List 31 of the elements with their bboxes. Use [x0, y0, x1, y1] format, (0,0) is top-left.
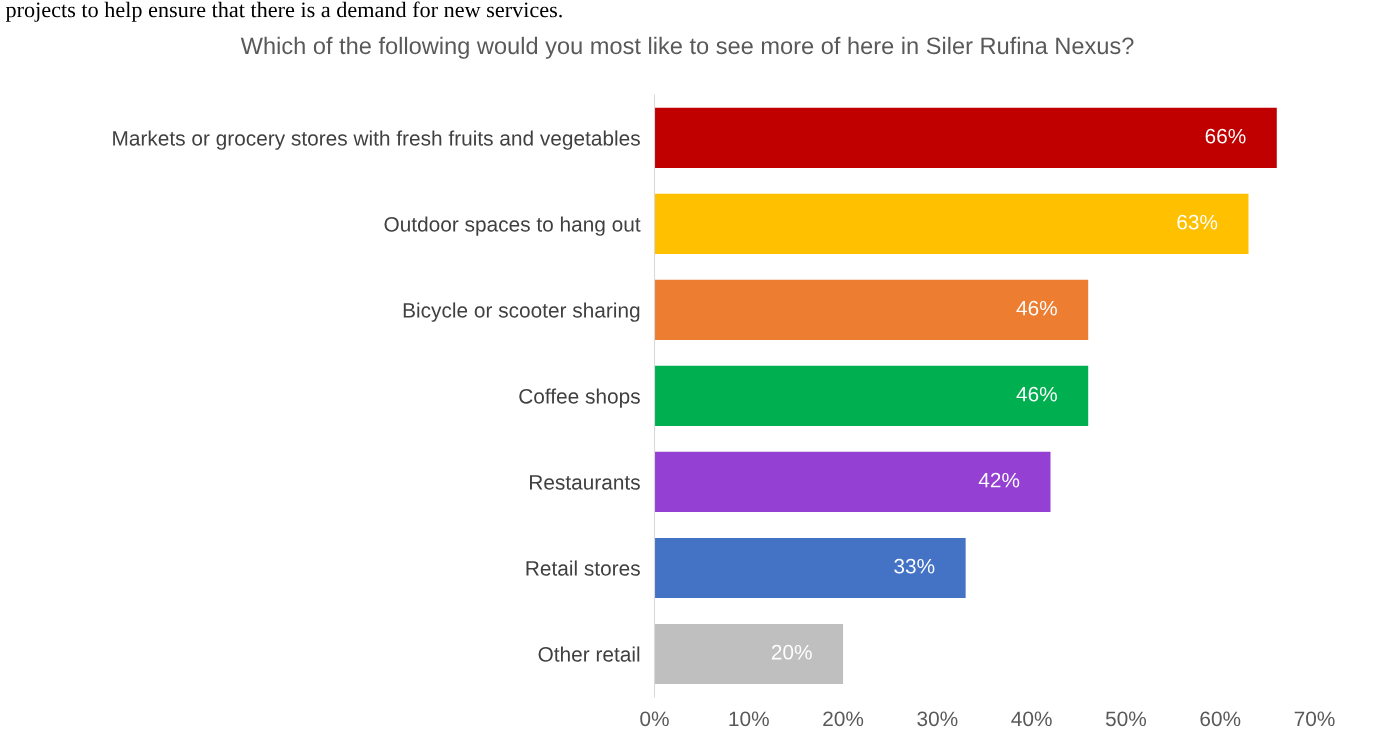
data-label: 20% — [771, 644, 812, 660]
bar — [654, 451, 1051, 513]
x-tick-label: 30% — [917, 711, 958, 727]
x-tick-label: 0% — [640, 711, 669, 727]
y-tick-label: Coffee shops — [519, 388, 640, 408]
y-tick-label: Outdoor spaces to hang out — [384, 216, 641, 236]
bar — [654, 623, 844, 685]
x-tick-label: 60% — [1200, 711, 1241, 727]
data-label: 66% — [1205, 128, 1246, 144]
chart-title: Which of the following would you most like to see more of here in Siler Rufina Nexus? — [240, 36, 1134, 59]
bar — [654, 537, 966, 599]
x-tick-label: 40% — [1011, 711, 1052, 727]
y-tick-label: Bicycle or scooter sharing — [403, 302, 640, 322]
y-tick-label: Restaurants — [530, 475, 640, 490]
x-tick-label: 70% — [1294, 711, 1335, 727]
data-label: 46% — [1016, 386, 1057, 402]
bar — [654, 279, 1089, 341]
x-tick-label: 50% — [1105, 711, 1147, 727]
x-tick-label: 20% — [823, 711, 864, 727]
data-label: 42% — [978, 472, 1020, 488]
y-tick-label: Retail stores — [526, 560, 640, 576]
data-label: 63% — [1177, 214, 1218, 230]
y-tick-label: Other retail — [538, 646, 640, 662]
x-tick-label: 10% — [729, 711, 769, 727]
bar — [654, 107, 1277, 169]
data-label: 33% — [894, 558, 935, 574]
text: projects to help ensure that there is a demand for new services. — [5, 1, 562, 22]
bar — [654, 365, 1089, 427]
data-label: 46% — [1016, 300, 1057, 316]
bar — [654, 193, 1249, 255]
y-tick-label: Markets or grocery stores with fresh fruits and vegetables — [113, 130, 640, 150]
